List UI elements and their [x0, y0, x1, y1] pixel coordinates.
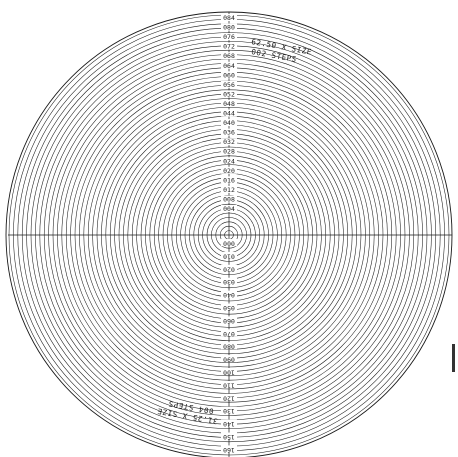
scale-label-bottom: 020 [223, 265, 235, 273]
label-backdrop [221, 176, 237, 184]
label-backdrop [221, 406, 237, 414]
scale-label-bottom: 100 [223, 369, 235, 377]
label-backdrop [221, 195, 237, 203]
label-backdrop [221, 71, 237, 79]
scale-label-bottom: 050 [223, 304, 235, 312]
label-backdrop [221, 185, 237, 193]
scale-label-top: 020 [223, 167, 235, 175]
scale-label-bottom: 110 [223, 381, 235, 389]
scale-label-top: 004 [223, 205, 235, 213]
scale-label-top: 024 [223, 157, 235, 165]
radius-scale-labels: 0840800760720680640600560520480440400360… [221, 14, 237, 454]
scale-label-top: 032 [223, 138, 235, 146]
label-backdrop [221, 205, 237, 212]
scale-label-bottom: 040 [223, 291, 235, 299]
scale-label-top: 080 [223, 24, 235, 32]
label-backdrop [221, 80, 237, 88]
label-backdrop [221, 42, 237, 50]
scale-label-bottom: 030 [223, 278, 235, 286]
scale-label-bottom: 120 [223, 394, 235, 402]
scale-label-top: 072 [223, 43, 235, 51]
scale-label-bottom: 000 [223, 240, 235, 248]
edge-marker [452, 344, 455, 372]
scale-label-top: 052 [223, 90, 235, 98]
label-backdrop [221, 119, 237, 127]
scale-label-top: 008 [223, 195, 235, 203]
scale-label-bottom: 070 [223, 330, 235, 338]
scale-label-bottom: 140 [223, 420, 235, 428]
scale-label-top: 060 [223, 71, 235, 79]
scale-label-top: 040 [223, 119, 235, 127]
label-backdrop [221, 14, 237, 21]
label-backdrop [221, 61, 237, 69]
label-backdrop [221, 166, 237, 174]
scale-label-top: 044 [223, 110, 235, 118]
label-backdrop [221, 52, 237, 60]
label-backdrop [221, 432, 237, 440]
label-backdrop [221, 329, 237, 337]
scale-label-top: 064 [223, 62, 235, 70]
scale-label-top: 028 [223, 148, 235, 156]
label-backdrop [221, 239, 237, 246]
label-backdrop [221, 157, 237, 165]
scale-label-bottom: 130 [223, 407, 235, 415]
label-backdrop [221, 147, 237, 155]
scale-label-bottom: 010 [223, 252, 235, 260]
scale-label-top: 068 [223, 52, 235, 60]
scale-label-top: 036 [223, 129, 235, 137]
scale-label-top: 012 [223, 186, 235, 194]
label-backdrop [221, 33, 237, 41]
label-backdrop [221, 290, 237, 298]
label-backdrop [221, 251, 237, 259]
label-backdrop [221, 99, 237, 107]
scale-label-bottom: 060 [223, 317, 235, 325]
scale-label-top: 076 [223, 33, 235, 41]
scale-label-top: 056 [223, 81, 235, 89]
label-backdrop [221, 419, 237, 427]
scale-label-bottom: 160 [223, 446, 235, 454]
label-backdrop [221, 393, 237, 401]
label-backdrop [221, 277, 237, 285]
label-backdrop [221, 303, 237, 311]
label-backdrop [221, 445, 237, 453]
label-backdrop [221, 90, 237, 98]
label-backdrop [221, 368, 237, 375]
label-backdrop [221, 109, 237, 117]
label-backdrop [221, 355, 237, 363]
scale-label-bottom: 150 [223, 433, 235, 441]
label-backdrop [221, 264, 237, 272]
label-backdrop [221, 380, 237, 388]
scale-label-top: 084 [223, 14, 235, 22]
label-backdrop [221, 316, 237, 324]
label-backdrop [221, 128, 237, 136]
label-backdrop [221, 342, 237, 350]
scale-label-top: 016 [223, 176, 235, 184]
scale-label-top: 048 [223, 100, 235, 108]
scale-label-bottom: 090 [223, 356, 235, 364]
label-backdrop [221, 138, 237, 146]
label-backdrop [221, 23, 237, 31]
scale-label-bottom: 080 [223, 343, 235, 351]
